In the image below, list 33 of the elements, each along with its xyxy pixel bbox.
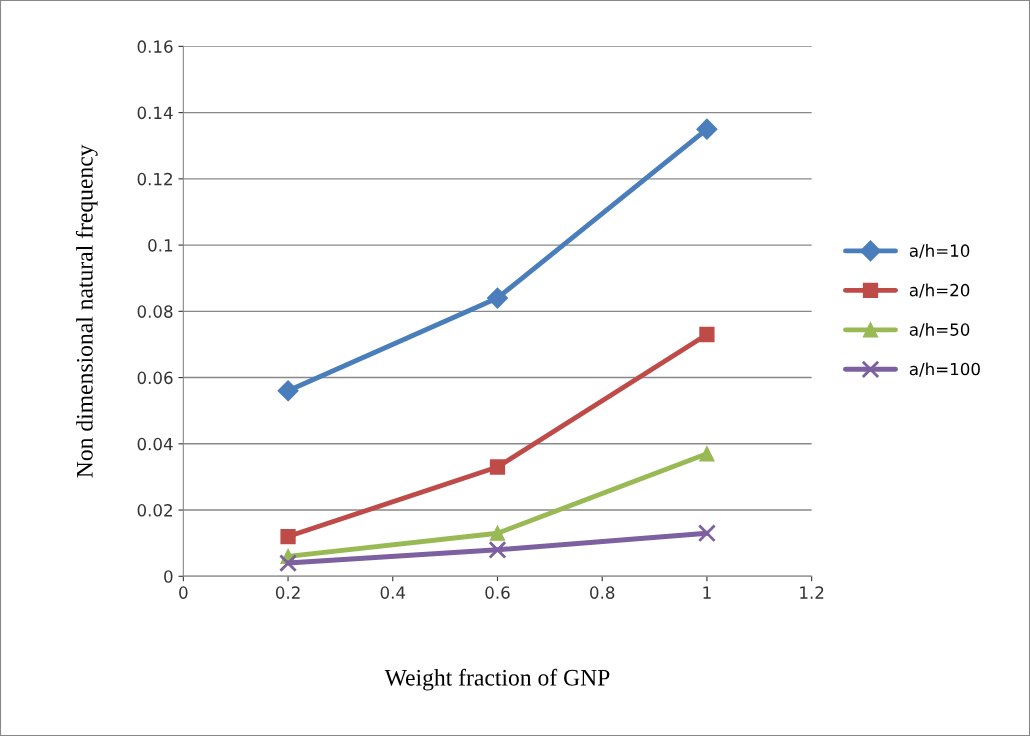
y-tick-label: 0 xyxy=(164,570,173,583)
point xyxy=(699,446,715,462)
y-tick-label: 0.14 xyxy=(137,106,173,120)
legend-label: a/h=20 xyxy=(909,283,970,298)
y-tick-label: 0.12 xyxy=(137,172,172,186)
x-tick-label: 1 xyxy=(703,586,711,599)
legend-label: a/h=10 xyxy=(909,244,970,259)
y-tick-label: 0.04 xyxy=(137,437,173,451)
point xyxy=(489,525,506,541)
point xyxy=(277,380,299,402)
x-tick-label: 0 xyxy=(179,586,188,599)
y-axis-title: Non dimensional natural frequency xyxy=(75,144,98,478)
legend-label: a/h=100 xyxy=(909,362,980,377)
x-tick-label: 0.6 xyxy=(485,586,510,599)
y-tick-label: 0.02 xyxy=(137,504,172,517)
point xyxy=(489,459,506,475)
point xyxy=(488,540,507,559)
point xyxy=(280,528,296,545)
x-axis-title: Weight fraction of GNP xyxy=(384,668,610,691)
point xyxy=(697,524,716,543)
point xyxy=(279,554,298,573)
y-tick-label: 0.08 xyxy=(137,305,173,318)
y-tick-label: 0.1 xyxy=(148,239,173,252)
x-tick-label: 0.8 xyxy=(590,586,615,599)
y-tick-label: 0.16 xyxy=(137,40,173,53)
x-tick-label: 0.2 xyxy=(275,586,300,599)
legend-label: a/h=50 xyxy=(909,322,970,338)
y-tick-label: 0.06 xyxy=(137,371,173,385)
x-tick-label: 0.4 xyxy=(380,586,406,599)
point xyxy=(486,287,509,309)
x-tick-label: 1.2 xyxy=(800,586,824,599)
point xyxy=(699,326,715,343)
point xyxy=(696,118,718,140)
